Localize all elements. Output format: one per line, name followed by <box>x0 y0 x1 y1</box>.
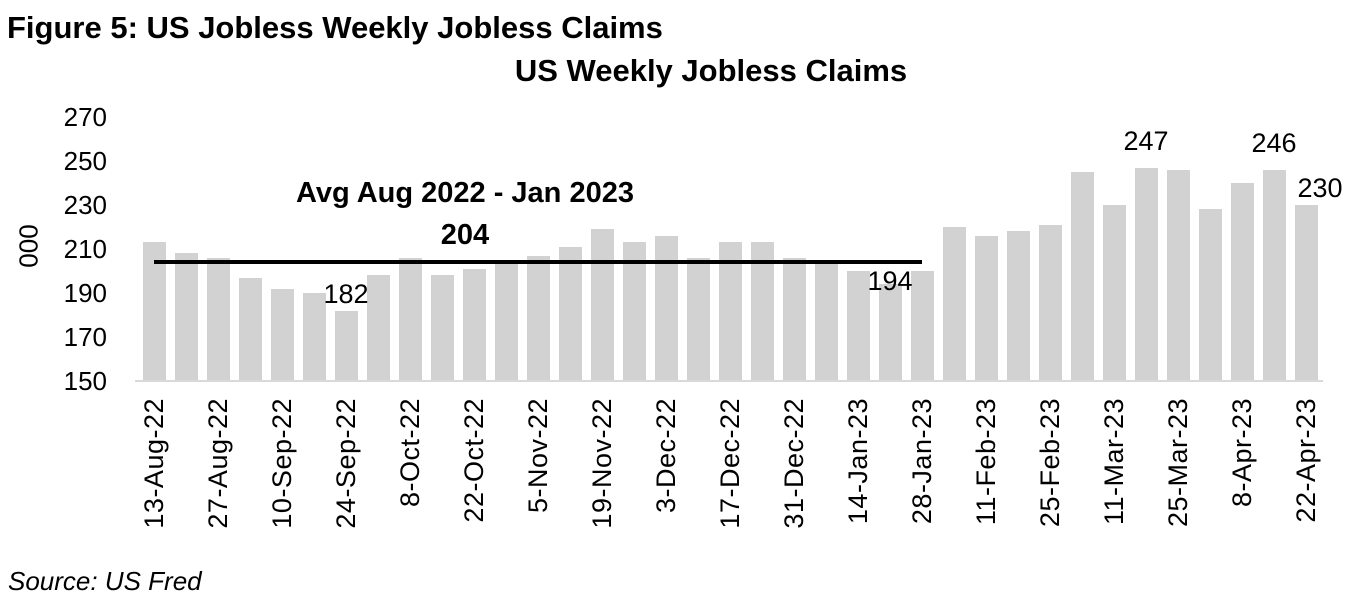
average-annotation-text: Avg Aug 2022 - Jan 2023 <box>296 177 634 209</box>
bar-21-Jan-23 <box>878 284 902 381</box>
y-axis-title: 000 <box>13 224 44 268</box>
y-tick-label: 170 <box>63 322 107 352</box>
bar-26-Nov-22 <box>622 242 646 381</box>
chart-title: US Weekly Jobless Claims <box>514 53 908 88</box>
x-tick-label: 11-Feb-23 <box>971 398 1001 526</box>
bar-7-Jan-23 <box>814 262 838 381</box>
data-label-18-Mar-23: 247 <box>1123 125 1169 156</box>
average-line <box>154 260 922 265</box>
x-tick-label: 8-Oct-22 <box>395 398 425 508</box>
bar-10-Sep-22 <box>270 288 294 381</box>
bar-22-Apr-23 <box>1294 205 1318 381</box>
bar-1-Apr-23 <box>1198 209 1222 381</box>
bar-3-Dec-22 <box>654 235 678 381</box>
data-label-21-Jan-23: 194 <box>867 266 913 297</box>
bar-27-Aug-22 <box>206 257 230 381</box>
bar-8-Apr-23 <box>1230 183 1254 381</box>
bar-4-Feb-23 <box>942 227 966 381</box>
y-tick-label: 270 <box>63 102 107 132</box>
bar-18-Feb-23 <box>1006 231 1030 381</box>
bar-17-Dec-22 <box>718 242 742 381</box>
bar-1-Oct-22 <box>366 275 390 381</box>
data-label-22-Apr-23: 230 <box>1297 173 1343 203</box>
x-tick-label: 31-Dec-22 <box>779 398 809 529</box>
x-axis-line <box>135 380 1323 382</box>
bar-25-Mar-23 <box>1166 169 1190 381</box>
bar-17-Sep-22 <box>302 293 326 381</box>
bar-11-Feb-23 <box>974 235 998 381</box>
x-tick-label: 25-Feb-23 <box>1035 398 1065 528</box>
y-tick-label: 150 <box>63 366 107 396</box>
x-tick-label: 17-Dec-22 <box>715 398 745 529</box>
source-note: Source: US Fred <box>8 566 202 596</box>
bar-4-Mar-23 <box>1070 172 1094 381</box>
bar-10-Dec-22 <box>686 257 710 381</box>
x-tick-label: 24-Sep-22 <box>331 398 361 529</box>
bar-18-Mar-23 <box>1134 167 1158 381</box>
x-tick-label: 8-Apr-23 <box>1227 398 1257 508</box>
y-tick-label: 250 <box>63 146 107 176</box>
x-tick-label: 14-Jan-23 <box>843 398 873 525</box>
average-annotation-value: 204 <box>440 219 490 251</box>
x-tick-label: 22-Oct-22 <box>459 398 489 523</box>
y-tick-label: 230 <box>63 190 107 220</box>
bar-24-Dec-22 <box>750 242 774 381</box>
x-tick-label: 19-Nov-22 <box>587 398 617 529</box>
x-tick-label: 27-Aug-22 <box>203 398 233 529</box>
figure-title: Figure 5: US Jobless Weekly Jobless Clai… <box>7 10 663 45</box>
bar-12-Nov-22 <box>558 246 582 381</box>
x-tick-label: 25-Mar-23 <box>1163 398 1193 528</box>
bar-24-Sep-22 <box>334 310 358 381</box>
bar-13-Aug-22 <box>142 242 166 381</box>
bar-22-Oct-22 <box>462 268 486 381</box>
x-tick-label: 11-Mar-23 <box>1099 398 1129 526</box>
y-tick-label: 190 <box>63 278 107 308</box>
bar-31-Dec-22 <box>782 257 806 381</box>
bar-19-Nov-22 <box>590 229 614 381</box>
bar-5-Nov-22 <box>526 255 550 381</box>
bar-15-Oct-22 <box>430 275 454 381</box>
bar-25-Feb-23 <box>1038 224 1062 381</box>
plot-area <box>138 117 1322 381</box>
bar-28-Jan-23 <box>910 271 934 381</box>
bar-11-Mar-23 <box>1102 205 1126 381</box>
x-tick-label: 28-Jan-23 <box>907 398 937 525</box>
bar-20-Aug-22 <box>174 253 198 381</box>
x-tick-label: 3-Dec-22 <box>651 398 681 514</box>
x-tick-label: 10-Sep-22 <box>267 398 297 529</box>
bar-14-Jan-23 <box>846 271 870 381</box>
average-annotation: Avg Aug 2022 - Jan 2023 204 <box>215 172 715 256</box>
bar-15-Apr-23 <box>1262 169 1286 381</box>
x-tick-label: 13-Aug-22 <box>139 398 169 529</box>
y-tick-label: 210 <box>63 234 107 264</box>
x-tick-label: 5-Nov-22 <box>523 398 553 514</box>
bar-8-Oct-22 <box>398 257 422 381</box>
data-label-24-Sep-22: 182 <box>323 278 369 309</box>
bar-29-Oct-22 <box>494 264 518 381</box>
data-label-15-Apr-23: 246 <box>1251 127 1297 158</box>
x-tick-label: 22-Apr-23 <box>1291 398 1321 523</box>
bar-3-Sep-22 <box>238 277 262 381</box>
